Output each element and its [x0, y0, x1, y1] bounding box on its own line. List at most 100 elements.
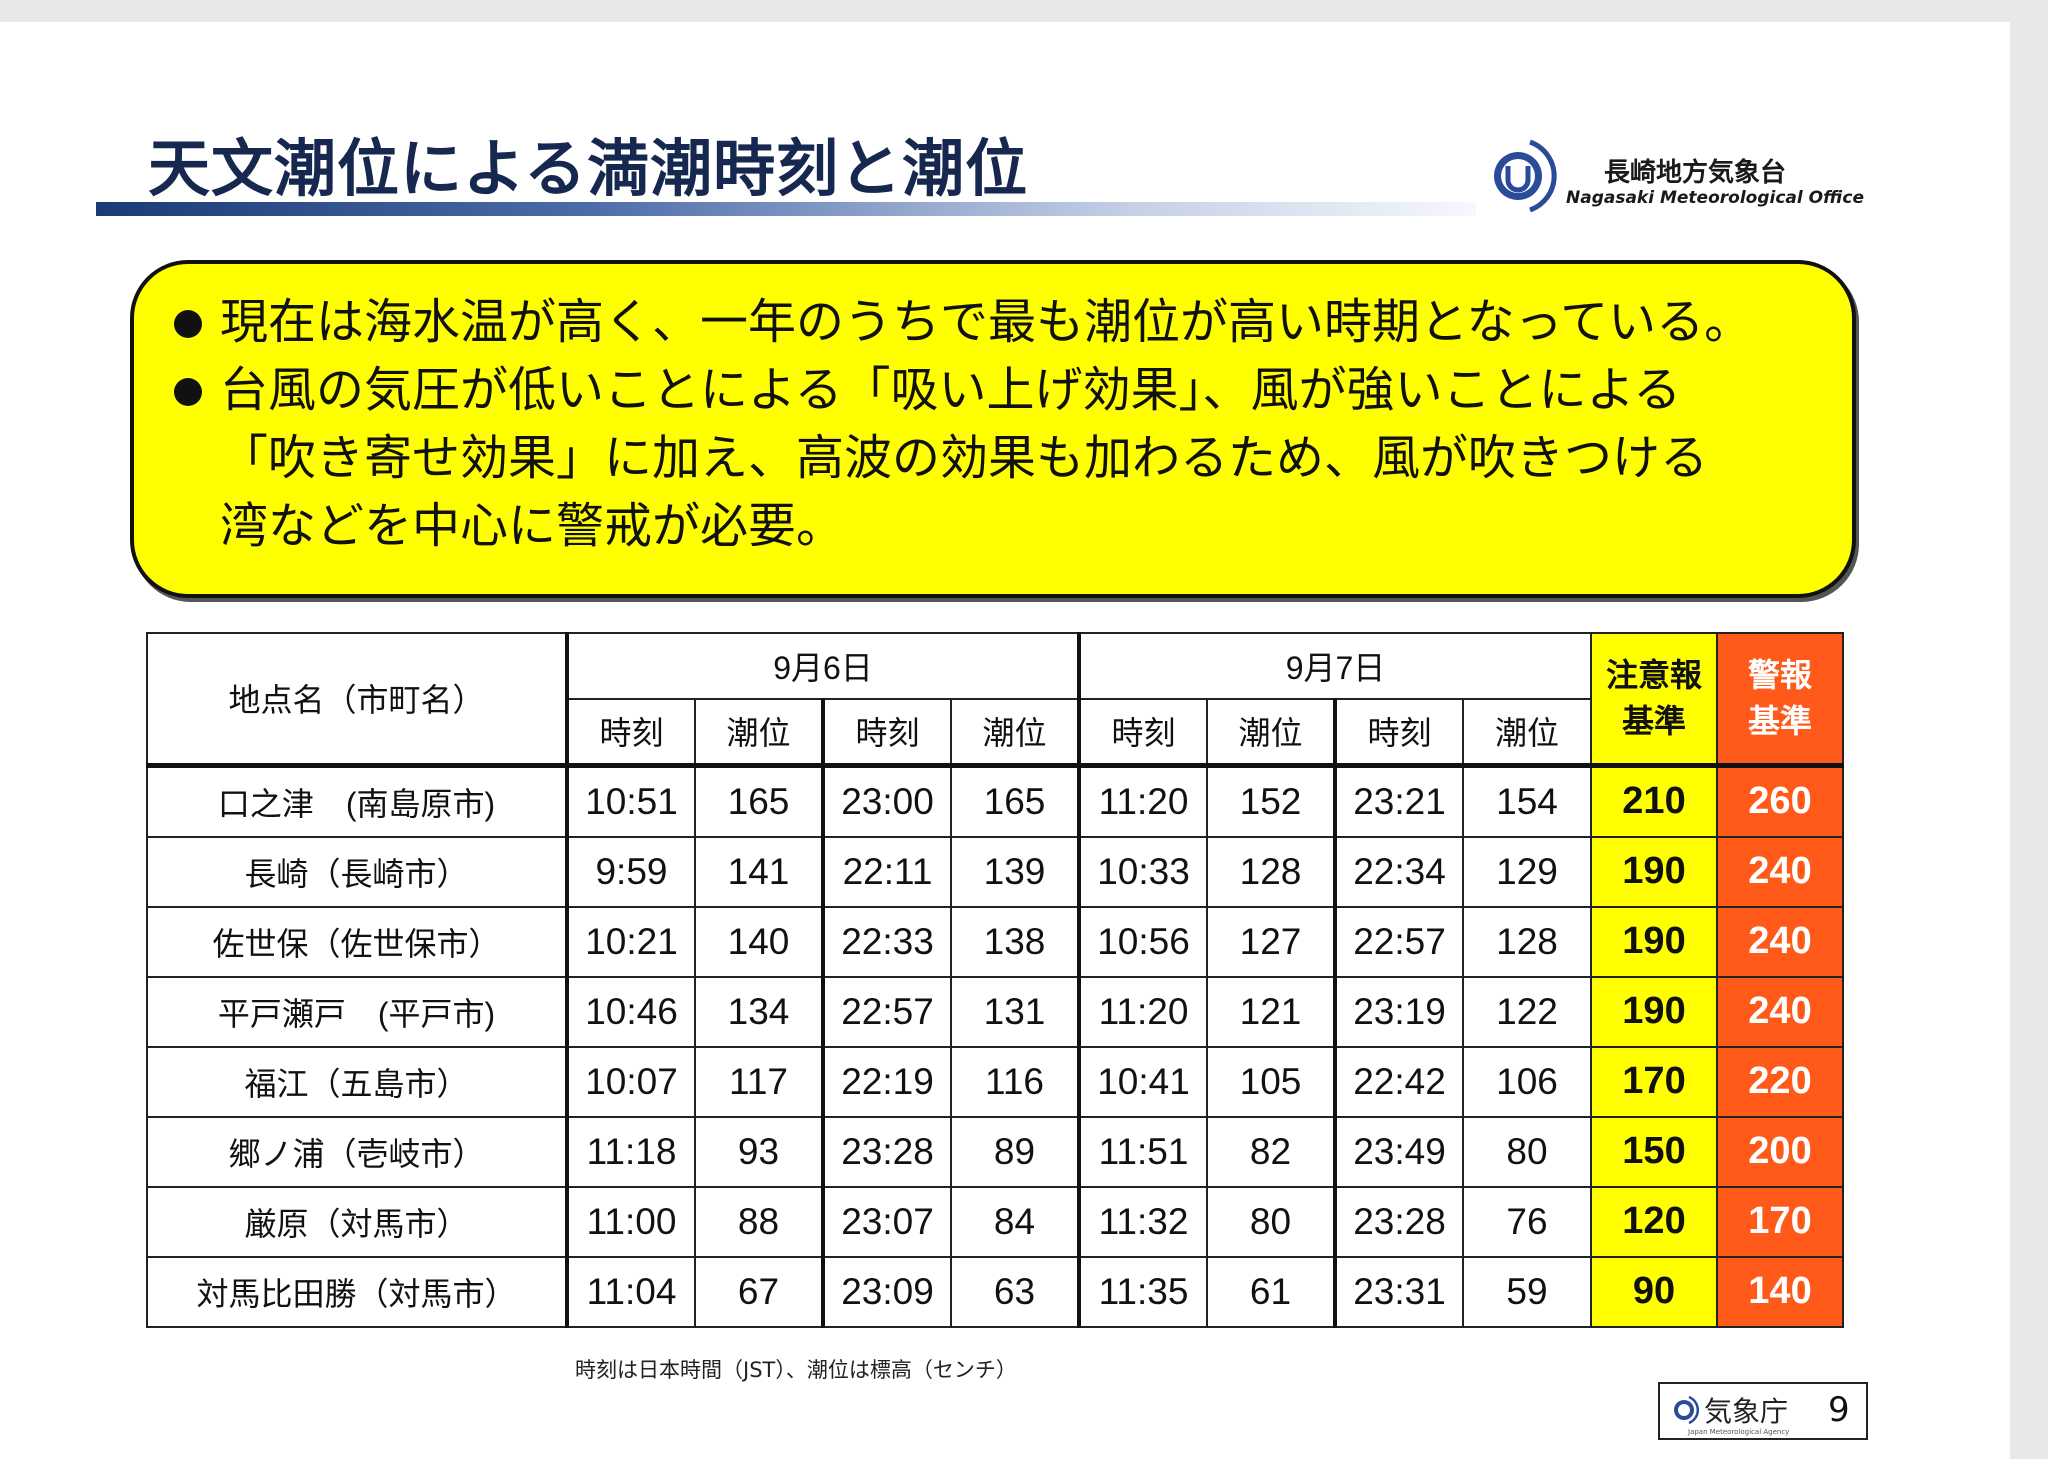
caution-threshold-cell: 190	[1590, 905, 1718, 978]
time-cell: 10:51	[565, 764, 696, 838]
time-header: 時刻	[1333, 698, 1464, 768]
time-cell: 11:00	[565, 1185, 696, 1258]
tide-level-cell: 138	[950, 905, 1080, 978]
tide-level-cell: 93	[694, 1115, 824, 1188]
time-cell: 9:59	[565, 835, 696, 908]
time-cell: 22:57	[1333, 905, 1464, 978]
time-header: 時刻	[565, 698, 696, 768]
warning-threshold-cell: 220	[1716, 1045, 1844, 1118]
notice-text: 台風の気圧が低いことによる「吸い上げ効果」、風が強いことによる 「吹き寄せ効果」…	[220, 362, 1709, 554]
time-cell: 10:21	[565, 905, 696, 978]
time-cell: 23:28	[821, 1115, 952, 1188]
tide-level-cell: 122	[1462, 975, 1592, 1048]
caution-threshold-cell: 120	[1590, 1185, 1718, 1258]
time-cell: 22:57	[821, 975, 952, 1048]
warning-threshold-cell: 140	[1716, 1255, 1844, 1328]
warning-threshold-cell: 240	[1716, 905, 1844, 978]
table-row: 対馬比田勝（対馬市） 11:04 67 23:09 63 11:35 61 23:31 59 90…	[146, 1255, 1844, 1328]
page-title: 天文潮位による満潮時刻と潮位	[148, 132, 1029, 205]
tide-level-cell: 152	[1206, 764, 1336, 838]
tide-level-cell: 165	[694, 764, 824, 838]
date2-header: 9月7日	[1077, 632, 1592, 700]
tide-level-cell: 121	[1206, 975, 1336, 1048]
tide-level-cell: 117	[694, 1045, 824, 1118]
time-header: 時刻	[821, 698, 952, 768]
caution-threshold-cell: 190	[1590, 835, 1718, 908]
site-name-cell: 福江（五島市）	[146, 1045, 568, 1118]
tide-level-cell: 140	[694, 905, 824, 978]
time-cell: 10:33	[1077, 835, 1208, 908]
tide-level-cell: 139	[950, 835, 1080, 908]
table-row: 厳原（対馬市） 11:00 88 23:07 84 11:32 80 23:28 76 120 17…	[146, 1185, 1844, 1258]
tide-level-cell: 61	[1206, 1255, 1336, 1328]
caution-threshold-cell: 170	[1590, 1045, 1718, 1118]
time-cell: 11:32	[1077, 1185, 1208, 1258]
tide-level-cell: 141	[694, 835, 824, 908]
tide-level-cell: 63	[950, 1255, 1080, 1328]
time-cell: 23:00	[821, 764, 952, 838]
tide-level-cell: 165	[950, 764, 1080, 838]
warning-threshold-cell: 240	[1716, 835, 1844, 908]
time-cell: 10:07	[565, 1045, 696, 1118]
caution-threshold-cell: 190	[1590, 975, 1718, 1048]
tide-level-cell: 59	[1462, 1255, 1592, 1328]
site-name-cell: 長崎（長崎市）	[146, 835, 568, 908]
time-cell: 23:09	[821, 1255, 952, 1328]
footnote: 時刻は日本時間（JST）、潮位は標高（センチ）	[575, 1358, 1017, 1382]
level-header: 潮位	[950, 698, 1080, 768]
tide-level-cell: 128	[1462, 905, 1592, 978]
caution-threshold-cell: 150	[1590, 1115, 1718, 1188]
time-cell: 11:35	[1077, 1255, 1208, 1328]
tide-table-body: 口之津 (南島原市) 10:51 165 23:00 165 11:20 152 23:21 1…	[146, 764, 1844, 1328]
time-cell: 22:19	[821, 1045, 952, 1118]
time-cell: 23:49	[1333, 1115, 1464, 1188]
tide-level-cell: 129	[1462, 835, 1592, 908]
office-name-ja: 長崎地方気象台	[1604, 158, 1787, 188]
warning-threshold-cell: 240	[1716, 975, 1844, 1048]
warning-threshold-cell: 170	[1716, 1185, 1844, 1258]
tide-level-cell: 67	[694, 1255, 824, 1328]
tide-level-cell: 84	[950, 1185, 1080, 1258]
time-cell: 10:46	[565, 975, 696, 1048]
notice-bullet: 台風の気圧が低いことによる「吸い上げ効果」、風が強いことによる 「吹き寄せ効果」…	[174, 356, 1822, 560]
time-cell: 22:33	[821, 905, 952, 978]
tide-level-cell: 88	[694, 1185, 824, 1258]
caution-threshold-cell: 90	[1590, 1255, 1718, 1328]
tide-level-cell: 131	[950, 975, 1080, 1048]
tide-level-cell: 116	[950, 1045, 1080, 1118]
time-cell: 23:31	[1333, 1255, 1464, 1328]
time-cell: 11:20	[1077, 764, 1208, 838]
time-cell: 22:34	[1333, 835, 1464, 908]
caution-header: 注意報 基準	[1590, 632, 1718, 768]
jma-logo-icon	[1494, 139, 1557, 212]
site-name-cell: 佐世保（佐世保市）	[146, 905, 568, 978]
time-cell: 22:42	[1333, 1045, 1464, 1118]
notice-text: 現在は海水温が高く、一年のうちで最も潮位が高い時期となっている。	[220, 294, 1753, 350]
time-cell: 23:19	[1333, 975, 1464, 1048]
tide-level-cell: 105	[1206, 1045, 1336, 1118]
footer-badge: 気象庁 Japan Meteorological Agency 9	[1658, 1382, 1868, 1440]
warning-threshold-cell: 200	[1716, 1115, 1844, 1188]
level-header: 潮位	[694, 698, 824, 768]
office-name-en: Nagasaki Meteorological Office	[1566, 188, 1865, 208]
time-cell: 11:04	[565, 1255, 696, 1328]
tide-level-cell: 80	[1206, 1185, 1336, 1258]
time-cell: 23:21	[1333, 764, 1464, 838]
slide: 天文潮位による満潮時刻と潮位 長崎地方気象台 Nagasaki Meteorol…	[0, 22, 2010, 1459]
table-row: 福江（五島市） 10:07 117 22:19 116 10:41 105 22:42 106 1…	[146, 1045, 1844, 1118]
bullet-dot-icon	[174, 310, 202, 338]
site-column-header: 地点名（市町名）	[146, 632, 568, 768]
date1-header: 9月6日	[565, 632, 1080, 700]
table-row: 佐世保（佐世保市） 10:21 140 22:33 138 10:56 127 22:57 12…	[146, 905, 1844, 978]
table-row: 平戸瀬戸 (平戸市) 10:46 134 22:57 131 11:20 121 23:19 1…	[146, 975, 1844, 1048]
warning-header: 警報 基準	[1716, 632, 1844, 768]
jma-small-logo-icon	[1674, 1395, 1699, 1424]
tide-level-cell: 82	[1206, 1115, 1336, 1188]
tide-level-cell: 134	[694, 975, 824, 1048]
time-cell: 11:20	[1077, 975, 1208, 1048]
tide-level-cell: 128	[1206, 835, 1336, 908]
agency-name: 気象庁	[1704, 1395, 1789, 1428]
time-cell: 10:56	[1077, 905, 1208, 978]
page-number: 9	[1828, 1390, 1850, 1430]
tide-level-cell: 80	[1462, 1115, 1592, 1188]
